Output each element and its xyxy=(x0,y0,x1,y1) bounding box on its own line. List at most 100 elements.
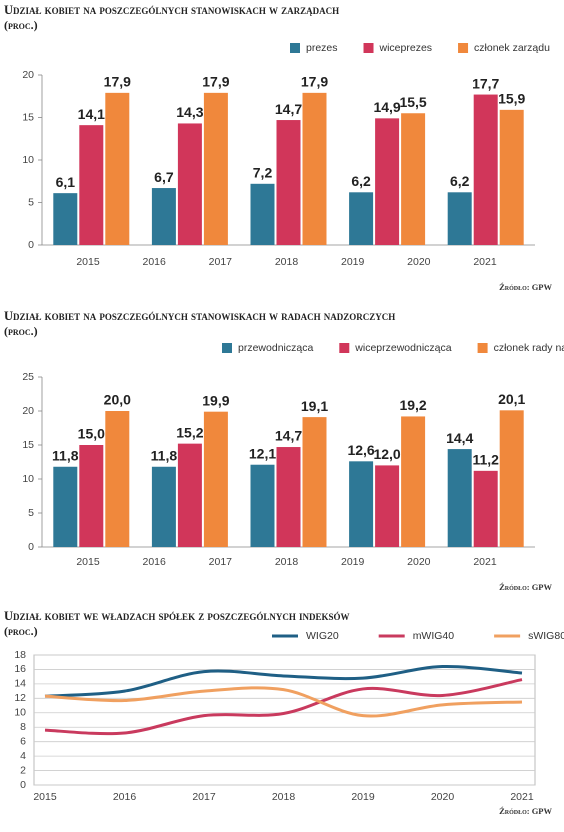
bar xyxy=(473,470,498,547)
bar xyxy=(203,411,228,547)
legend-swatch xyxy=(290,43,300,53)
bar xyxy=(302,92,327,245)
value-label: 14,1 xyxy=(78,106,105,122)
bar xyxy=(375,465,400,547)
value-label: 17,9 xyxy=(202,74,229,90)
chart-title: Udział kobiet na poszczególnych stanowis… xyxy=(4,309,395,323)
value-label: 15,5 xyxy=(399,94,426,110)
value-label: 12,6 xyxy=(347,442,374,458)
bar xyxy=(53,193,78,245)
bar xyxy=(401,113,426,245)
bar xyxy=(105,411,130,547)
legend-label: członek zarządu xyxy=(474,42,550,54)
bar xyxy=(79,445,104,547)
bar xyxy=(53,466,78,547)
legend-label: sWIG80 xyxy=(528,630,564,642)
bar xyxy=(203,92,228,245)
line xyxy=(44,686,523,718)
y-tick-label: 10 xyxy=(14,707,26,719)
y-tick-label: 0 xyxy=(28,239,34,251)
bar xyxy=(105,92,130,245)
bar xyxy=(447,449,472,547)
x-tick-label: 2018 xyxy=(275,256,299,268)
bar xyxy=(250,464,275,547)
legend-label: prezes xyxy=(306,42,338,54)
value-label: 14,9 xyxy=(373,99,400,115)
value-label: 11,8 xyxy=(52,447,79,463)
x-tick-label: 2019 xyxy=(351,791,375,803)
legend-label: członek rady nadzorczej xyxy=(494,342,564,354)
bar xyxy=(349,192,374,245)
source: Źródło: GPW xyxy=(499,582,552,592)
legend-swatch xyxy=(363,43,374,53)
legend-label: wiceprzewodnicząca xyxy=(354,342,451,354)
chart: Udział kobiet na poszczególnych stanowis… xyxy=(4,3,552,292)
y-tick-label: 12 xyxy=(14,692,26,704)
y-tick-label: 8 xyxy=(20,721,26,733)
x-tick-label: 2021 xyxy=(510,791,534,803)
value-label: 17,9 xyxy=(301,74,328,90)
legend-label: mWIG40 xyxy=(413,630,455,642)
value-label: 14,4 xyxy=(446,430,473,446)
value-label: 20,0 xyxy=(104,392,131,408)
legend-swatch xyxy=(339,343,350,353)
value-label: 11,8 xyxy=(151,447,178,463)
bar xyxy=(151,466,176,547)
source: Źródło: GPW xyxy=(499,806,552,816)
value-label: 6,1 xyxy=(56,174,76,190)
value-label: 19,9 xyxy=(202,392,229,408)
value-label: 19,1 xyxy=(301,398,328,414)
y-tick-label: 0 xyxy=(20,779,26,791)
y-tick-label: 0 xyxy=(28,541,34,553)
x-tick-label: 2019 xyxy=(341,556,365,568)
y-tick-label: 10 xyxy=(22,473,34,485)
value-label: 20,1 xyxy=(498,391,525,407)
value-label: 7,2 xyxy=(253,165,273,181)
line xyxy=(44,665,523,698)
x-tick-label: 2020 xyxy=(407,556,431,568)
value-label: 11,2 xyxy=(472,452,499,468)
value-label: 15,2 xyxy=(176,424,203,440)
value-label: 14,3 xyxy=(176,104,203,120)
bar xyxy=(276,447,301,547)
value-label: 17,9 xyxy=(104,74,131,90)
x-tick-label: 2017 xyxy=(192,791,216,803)
bar xyxy=(250,183,275,245)
bar xyxy=(151,188,176,245)
value-label: 14,7 xyxy=(275,428,302,444)
value-label: 15,0 xyxy=(78,426,105,442)
value-label: 17,7 xyxy=(472,75,499,91)
legend-swatch xyxy=(222,343,232,353)
bar xyxy=(473,94,498,245)
x-tick-label: 2021 xyxy=(473,556,497,568)
y-tick-label: 6 xyxy=(20,735,26,747)
bar xyxy=(447,192,472,245)
x-tick-label: 2016 xyxy=(142,556,166,568)
chart-title: Udział kobiet na poszczególnych stanowis… xyxy=(4,3,339,17)
bar xyxy=(401,416,426,547)
x-tick-label: 2021 xyxy=(473,256,497,268)
legend-swatch xyxy=(458,43,469,53)
y-tick-label: 4 xyxy=(20,750,26,762)
bar xyxy=(349,461,374,547)
y-tick-label: 25 xyxy=(22,371,34,383)
value-label: 15,9 xyxy=(498,91,525,107)
chart: Udział kobiet we władzach spółek z poszc… xyxy=(4,609,564,816)
x-tick-label: 2015 xyxy=(76,556,100,568)
value-label: 6,7 xyxy=(154,169,174,185)
value-label: 19,2 xyxy=(399,397,426,413)
bar xyxy=(499,410,524,547)
value-label: 12,1 xyxy=(249,445,276,461)
x-tick-label: 2017 xyxy=(209,256,233,268)
bar xyxy=(177,443,202,547)
x-tick-label: 2016 xyxy=(142,256,166,268)
legend-swatch xyxy=(477,343,488,353)
y-tick-label: 15 xyxy=(22,111,34,123)
bar xyxy=(276,120,301,245)
source: Źródło: GPW xyxy=(499,282,552,292)
bar xyxy=(79,125,104,245)
chart: Udział kobiet na poszczególnych stanowis… xyxy=(4,309,564,592)
y-tick-label: 10 xyxy=(22,154,34,166)
y-tick-label: 16 xyxy=(14,663,26,675)
